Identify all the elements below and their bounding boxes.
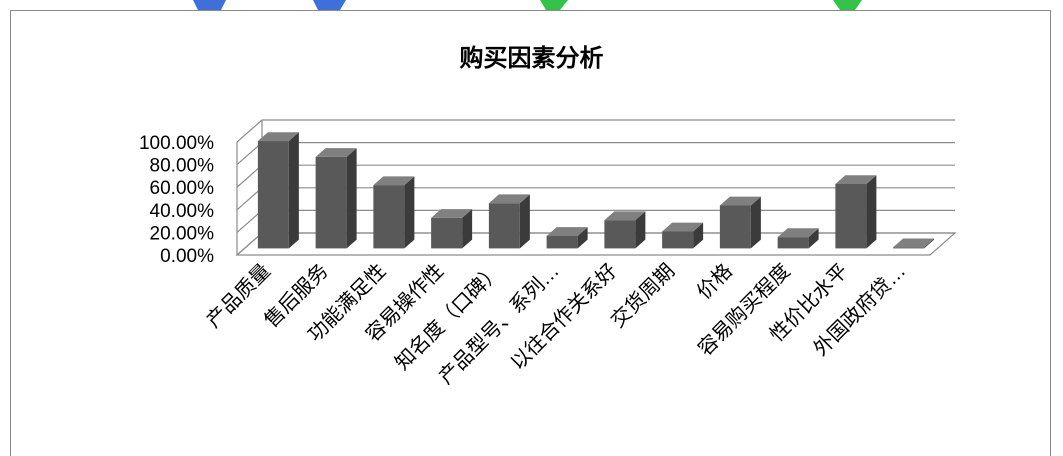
decorative-shape (540, 0, 568, 10)
bar (893, 247, 925, 249)
bar-top (893, 238, 935, 248)
bar-top (835, 175, 877, 184)
y-tick-label: 40.00% (150, 201, 215, 222)
bar-side (577, 227, 588, 249)
bar (546, 235, 578, 249)
bar (315, 156, 347, 249)
bar-top (546, 227, 588, 236)
bar-top (373, 176, 415, 186)
x-tick-label: 以往合作关系好 (506, 259, 621, 374)
bar-side (462, 209, 473, 249)
side-wall-gridline (236, 142, 263, 166)
bar-top (662, 222, 704, 232)
decorative-shape (833, 0, 862, 10)
side-wall-gridline (236, 119, 263, 143)
bar (777, 237, 809, 249)
bar-side (924, 238, 935, 249)
bar-top (257, 132, 299, 142)
side-wall-gridline (236, 209, 263, 233)
chart-title: 购买因素分析 (459, 45, 604, 72)
bar-side (404, 176, 415, 249)
bar (257, 141, 289, 249)
side-wall-gridline (236, 232, 263, 256)
bar (662, 231, 694, 249)
bar-side (519, 194, 530, 249)
bar (373, 185, 405, 249)
side-wall-gridline (236, 164, 263, 188)
bar-top (488, 194, 530, 204)
bar-side (288, 132, 299, 249)
decorative-shape (193, 0, 226, 10)
x-tick-label: 知名度（口碑） (391, 259, 506, 374)
decorative-background-shapes (193, 0, 862, 10)
bar (719, 205, 751, 249)
bar (604, 220, 636, 249)
bar-top (315, 148, 357, 157)
side-wall-gridline (236, 187, 263, 211)
y-tick-label: 60.00% (150, 178, 215, 199)
y-tick-label: 80.00% (150, 156, 215, 177)
decorative-shape (313, 0, 346, 10)
y-tick-label: 20.00% (150, 223, 215, 244)
x-tick-label: 交货周期 (606, 259, 679, 332)
bar-side (693, 222, 704, 249)
bar (488, 203, 520, 249)
y-tick-label: 100.00% (139, 133, 214, 154)
x-tick-label: 价格 (692, 259, 737, 304)
bar (431, 217, 463, 249)
bar-side (866, 175, 877, 249)
bar-side (808, 228, 819, 249)
bar-side (346, 148, 357, 249)
bar (835, 183, 867, 249)
bar-top (777, 228, 819, 238)
bar-side (635, 211, 646, 249)
bar-top (604, 211, 646, 221)
bar-side (750, 196, 761, 249)
y-tick-label: 0.00% (160, 246, 214, 267)
bar-top (431, 209, 473, 218)
bar-top (719, 196, 761, 206)
